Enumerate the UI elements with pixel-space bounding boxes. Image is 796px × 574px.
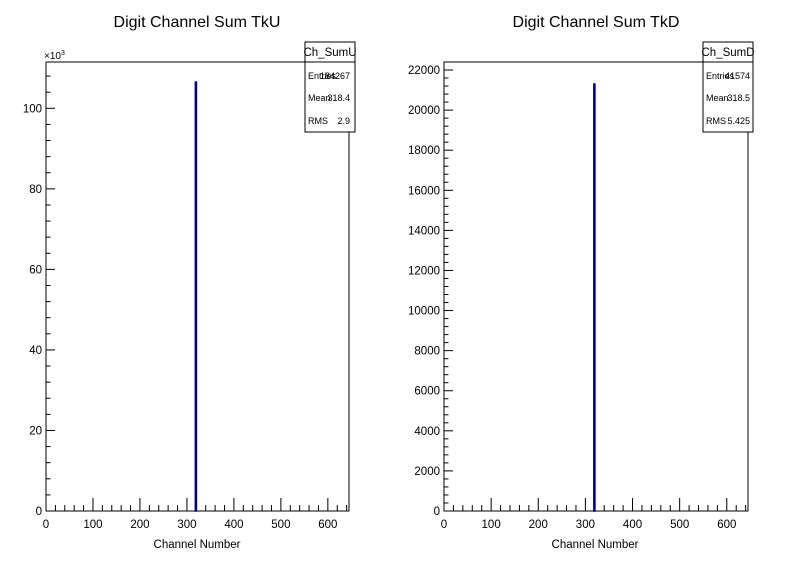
- chart-title: Digit Channel Sum TkU: [114, 14, 281, 31]
- x-tick-label: 300: [177, 519, 196, 531]
- plot-frame: [443, 61, 749, 512]
- stats-box: Ch_SumD Entries 41574 Mean 318.5 RMS 5.4…: [701, 41, 755, 133]
- stats-value-entries: 41574: [725, 71, 750, 81]
- y-tick-label: 0: [36, 506, 42, 518]
- y-axis-multiplier-exp: 3: [61, 50, 65, 57]
- x-tick-label: 100: [482, 519, 501, 531]
- x-tick-label: 100: [83, 519, 102, 531]
- y-tick-label: 80: [29, 184, 42, 196]
- stats-box-name: Ch_SumU: [303, 47, 356, 59]
- stats-box-frame: [702, 41, 754, 133]
- stats-value-mean: 318.4: [327, 93, 350, 103]
- y-tick-label: 4000: [414, 426, 440, 438]
- y-tick-label: 20: [29, 425, 42, 437]
- y-tick-label: 10000: [408, 306, 440, 318]
- y-axis-multiplier-base: ×10: [44, 51, 61, 62]
- stats-value-entries: 184267: [320, 71, 350, 81]
- x-tick-label: 200: [529, 519, 548, 531]
- stats-label-rms: RMS: [308, 116, 328, 126]
- y-tick-label: 12000: [408, 265, 440, 277]
- x-tick-label: 200: [130, 519, 149, 531]
- y-tick-label: 0: [434, 506, 440, 518]
- stats-box-frame: [304, 41, 356, 133]
- y-tick-label: 16000: [408, 185, 440, 197]
- stats-label-mean: Mean: [706, 93, 729, 103]
- stats-value-rms: 5.425: [727, 116, 750, 126]
- y-axis-multiplier: ×103: [44, 50, 65, 62]
- histogram-panel-left: Digit Channel Sum TkU 0 100 200 300 400 500 60…: [23, 14, 357, 551]
- stats-value-mean: 318.5: [727, 93, 750, 103]
- y-tick-label: 20000: [408, 105, 440, 117]
- x-tick-label: 400: [623, 519, 642, 531]
- x-tick-label: 600: [318, 519, 337, 531]
- x-tick-label: 600: [717, 519, 736, 531]
- y-tick-label: 18000: [408, 145, 440, 157]
- chart-title: Digit Channel Sum TkD: [513, 14, 680, 31]
- histogram-bin: [194, 81, 198, 512]
- x-tick-label: 400: [224, 519, 243, 531]
- stats-label-entries: Entries: [308, 71, 337, 81]
- stats-label-mean: Mean: [308, 93, 331, 103]
- x-tick-label: 300: [576, 519, 595, 531]
- stats-box-name: Ch_SumD: [701, 47, 754, 59]
- y-tick-label: 6000: [414, 386, 440, 398]
- y-tick-label: 14000: [408, 225, 440, 237]
- x-tick-label: 500: [670, 519, 689, 531]
- plot-frame: [45, 61, 350, 512]
- y-tick-label: 2000: [414, 466, 440, 478]
- stats-label-rms: RMS: [706, 116, 726, 126]
- stats-box: Ch_SumU Entries 184267 Mean 318.4 RMS 2.…: [303, 41, 357, 133]
- y-tick-label: 22000: [408, 65, 440, 77]
- plot-area: 0 100 200 300 400 500 600 0 20 40 60 80 100: [23, 61, 350, 531]
- y-tick-label: 8000: [414, 346, 440, 358]
- x-tick-label: 0: [441, 519, 447, 531]
- stats-value-rms: 2.9: [337, 116, 350, 126]
- x-axis-label: Channel Number: [552, 539, 639, 551]
- y-tick-label: 40: [29, 345, 42, 357]
- plot-area: 0 100 200 300 400 500 600020004000600080001000…: [408, 61, 749, 531]
- x-tick-label: 0: [43, 519, 49, 531]
- x-axis-label: Channel Number: [154, 539, 241, 551]
- stats-label-entries: Entries: [706, 71, 735, 81]
- x-tick-label: 500: [271, 519, 290, 531]
- y-tick-label: 100: [23, 103, 42, 115]
- histogram-bin: [593, 83, 596, 512]
- histogram-panel-right: Digit Channel Sum TkD 0 100 200 300 400 500 60…: [408, 14, 755, 551]
- y-tick-label: 60: [29, 264, 42, 276]
